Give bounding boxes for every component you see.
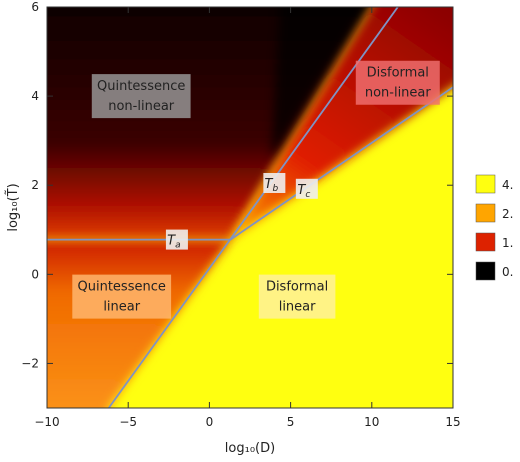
marker-Ta: Ta [165,229,188,251]
boundary-line-steep [107,7,399,408]
region-label-line: Quintessence [78,280,166,295]
region-label-line: non-linear [108,99,175,114]
x-tick-label: 0 [206,415,214,429]
x-tick-label: 15 [445,415,460,429]
x-tick-label: 5 [287,415,295,429]
plot-frame [46,6,454,409]
legend-swatch [475,232,496,252]
region-label-line: non-linear [365,86,432,101]
region-label-box [72,274,172,319]
y-tick-label: 4 [31,89,39,103]
marker-subscript: b [272,184,278,194]
legend-entry: 2. [475,203,513,223]
x-axis-label: log₁₀(D) [225,441,275,456]
region-label-line: Disformal [266,280,328,295]
legend-label: 2. [502,207,513,221]
region-label: Disformal non-linear [355,60,440,105]
transition-markers: Ta Tb Tc [165,172,318,251]
region-label-line: linear [103,300,140,315]
y-tick-label: 0 [31,267,39,281]
boundary-lines [47,7,453,408]
x-tick-label: 10 [364,415,379,429]
region-label-box [258,274,336,319]
y-tick-label: 2 [31,178,39,192]
y-tick-label: 6 [31,0,39,14]
legend-swatch [475,203,496,223]
marker-box [263,172,286,193]
legend-swatch [475,174,496,194]
marker-Tb: Tb [263,172,286,194]
marker-box [295,178,318,199]
marker-subscript: a [175,241,181,251]
marker-Tc: Tc [295,178,318,200]
marker-box [165,229,188,250]
marker-subscript: c [305,190,310,200]
x-tick-label: −5 [119,415,137,429]
axis-ticks: −10 −5 0 5 10 15 −2 0 2 4 6 [21,0,460,429]
region-label-line: linear [279,300,316,315]
region-labels: Quintessence non-linear Disformal non-linea… [72,60,440,319]
x-tick-label: −10 [34,415,59,429]
boundary-line-shallow [229,86,453,241]
legend-label: 0. [502,265,513,279]
legend-label: 1. [502,236,513,250]
legend-label: 4. [502,178,513,192]
region-label: Disformal linear [258,274,336,319]
y-axis-label: log₁₀(T̃) [6,183,21,231]
legend-entry: 4. [475,174,513,194]
region-label: Quintessence linear [72,274,172,319]
region-label: Quintessence non-linear [91,74,191,119]
region-label-box [91,74,191,119]
legend-entry: 0. [475,261,513,281]
legend: 4. 2. 1. 0. [475,174,513,281]
region-label-line: Quintessence [97,79,185,94]
dark-core [271,7,366,159]
region-label-box [355,60,440,105]
y-tick-label: −2 [21,356,39,370]
legend-swatch [475,261,496,281]
legend-entry: 1. [475,232,513,252]
region-label-line: Disformal [367,66,429,81]
